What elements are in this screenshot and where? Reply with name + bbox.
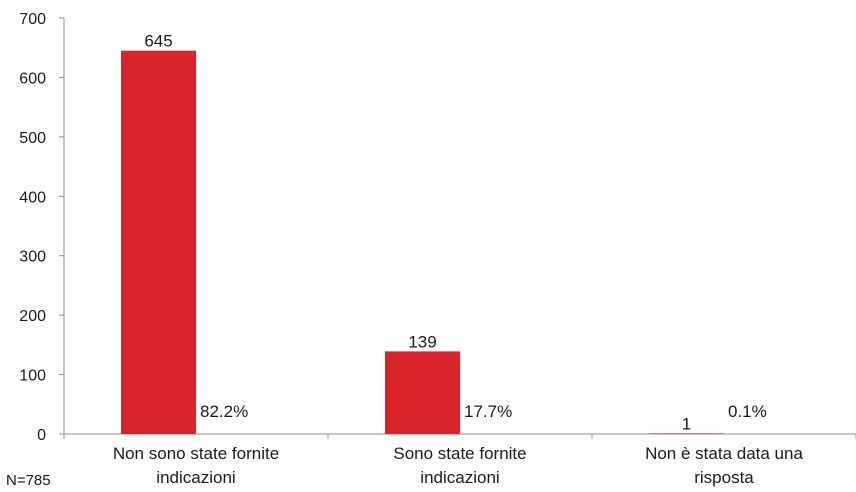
x-category-label-line: risposta	[694, 468, 754, 487]
bars	[121, 50, 724, 434]
y-tick-label: 400	[19, 189, 46, 206]
y-axis: 0 100 200 300 400 500 600 700	[19, 11, 65, 444]
x-category-label-line: Non è stata data una	[645, 444, 803, 463]
value-label: 645	[144, 32, 172, 51]
bar	[385, 351, 460, 434]
y-tick-label: 300	[19, 249, 46, 266]
y-tick-label: 200	[19, 308, 46, 325]
value-label: 139	[408, 332, 436, 351]
x-category-label: Non sono state fornite indicazioni	[113, 444, 279, 487]
y-tick-label: 600	[19, 70, 46, 87]
x-category-label-line: Non sono state fornite	[113, 444, 279, 463]
data-labels: 645 82.2% 139 17.7% 1 0.1%	[144, 32, 766, 434]
x-category-label: Sono state fornite indicazioni	[393, 444, 526, 487]
y-tick-label: 500	[19, 130, 46, 147]
bar	[121, 50, 196, 434]
y-tick-label: 100	[19, 368, 46, 385]
x-category-label: Non è stata data una risposta	[645, 444, 803, 487]
x-category-label-line: indicazioni	[420, 468, 499, 487]
y-tick-label: 0	[37, 427, 46, 444]
bar	[649, 433, 724, 434]
y-tick-label: 700	[19, 11, 46, 28]
x-category-label-line: indicazioni	[156, 468, 235, 487]
percent-label: 0.1%	[728, 402, 767, 421]
percent-label: 17.7%	[464, 402, 512, 421]
value-label: 1	[682, 414, 691, 433]
x-category-label-line: Sono state fornite	[393, 444, 526, 463]
percent-label: 82.2%	[200, 402, 248, 421]
sample-size-note: N=785	[6, 472, 51, 489]
